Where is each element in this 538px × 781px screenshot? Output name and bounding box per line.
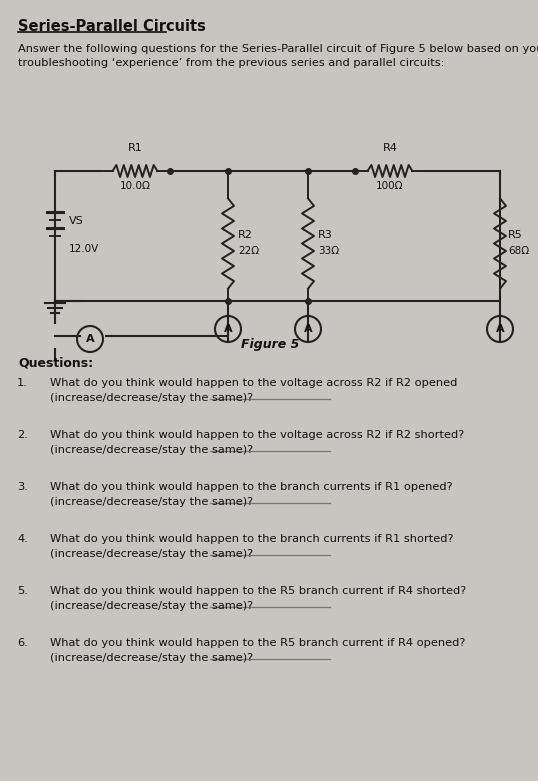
Text: Questions:: Questions: [18,356,93,369]
Text: (increase/decrease/stay the same)?: (increase/decrease/stay the same)? [50,653,253,663]
Text: R3: R3 [318,230,332,241]
Text: 1.: 1. [17,378,28,388]
Text: What do you think would happen to the R5 branch current if R4 shorted?: What do you think would happen to the R5… [50,586,466,596]
Text: 3.: 3. [17,482,28,492]
Text: What do you think would happen to the branch currents if R1 shorted?: What do you think would happen to the br… [50,534,454,544]
Text: A: A [86,334,94,344]
Text: 2.: 2. [17,430,28,440]
Text: A: A [303,324,313,334]
Text: R5: R5 [508,230,523,241]
Text: 100Ω: 100Ω [376,181,404,191]
Text: A: A [495,324,504,334]
Text: (increase/decrease/stay the same)?: (increase/decrease/stay the same)? [50,549,253,559]
Text: What do you think would happen to the branch currents if R1 opened?: What do you think would happen to the br… [50,482,452,492]
Text: R2: R2 [238,230,253,241]
Text: 10.0Ω: 10.0Ω [119,181,151,191]
Text: What do you think would happen to the voltage across R2 if R2 opened: What do you think would happen to the vo… [50,378,457,388]
Text: (increase/decrease/stay the same)?: (increase/decrease/stay the same)? [50,497,253,507]
Text: 33Ω: 33Ω [318,247,339,256]
Text: (increase/decrease/stay the same)?: (increase/decrease/stay the same)? [50,393,253,403]
Text: 68Ω: 68Ω [508,247,529,256]
Text: troubleshooting ‘experience’ from the previous series and parallel circuits:: troubleshooting ‘experience’ from the pr… [18,58,444,68]
Text: Answer the following questions for the Series-Parallel circuit of Figure 5 below: Answer the following questions for the S… [18,44,538,54]
Text: What do you think would happen to the R5 branch current if R4 opened?: What do you think would happen to the R5… [50,638,465,648]
Text: What do you think would happen to the voltage across R2 if R2 shorted?: What do you think would happen to the vo… [50,430,464,440]
Text: R1: R1 [128,143,143,153]
Text: A: A [224,324,232,334]
Text: 6.: 6. [17,638,28,648]
Text: 22Ω: 22Ω [238,247,259,256]
Text: 5.: 5. [17,586,28,596]
Text: (increase/decrease/stay the same)?: (increase/decrease/stay the same)? [50,445,253,455]
Text: R4: R4 [383,143,398,153]
Text: 12.0V: 12.0V [69,244,99,254]
Text: Figure 5: Figure 5 [241,338,299,351]
Text: (increase/decrease/stay the same)?: (increase/decrease/stay the same)? [50,601,253,611]
Text: Series-Parallel Circuits: Series-Parallel Circuits [18,19,206,34]
Text: 4.: 4. [17,534,28,544]
Text: VS: VS [69,216,84,226]
